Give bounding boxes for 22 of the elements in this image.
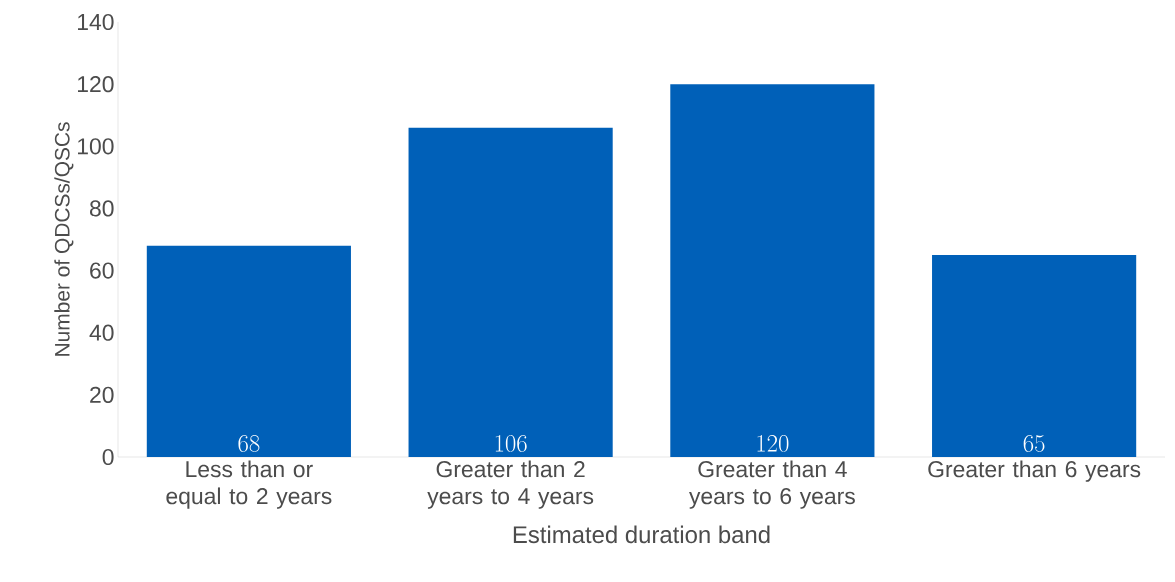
data-label: 68 bbox=[238, 435, 260, 452]
y-tick-label: 0 bbox=[102, 448, 114, 466]
data-label: 65 bbox=[1023, 435, 1045, 452]
y-tick-label: 120 bbox=[78, 76, 114, 93]
y-tick-label: 40 bbox=[89, 324, 114, 341]
x-tick-label: Less than or equal to 2 years bbox=[166, 460, 332, 509]
y-tick-label: 140 bbox=[78, 13, 114, 31]
x-axis-title: Estimated duration band bbox=[513, 525, 770, 544]
bar bbox=[408, 127, 613, 457]
bar bbox=[146, 245, 351, 457]
y-axis-title: Number of QDCSs/QSCs bbox=[54, 122, 74, 356]
bar bbox=[670, 84, 875, 457]
x-tick-label: Greater than 2 years to 4 years bbox=[427, 460, 594, 509]
bar bbox=[932, 255, 1137, 457]
x-tick-label: Greater than 4 years to 6 years bbox=[689, 460, 855, 509]
y-tick-label: 20 bbox=[90, 386, 114, 403]
y-tick-label: 60 bbox=[90, 262, 114, 279]
data-label: 106 bbox=[495, 435, 527, 452]
y-tick-label: 100 bbox=[78, 138, 114, 155]
x-tick-label: Greater than 6 years bbox=[928, 460, 1141, 482]
y-tick-label: 80 bbox=[89, 200, 114, 217]
data-label: 120 bbox=[757, 435, 789, 452]
